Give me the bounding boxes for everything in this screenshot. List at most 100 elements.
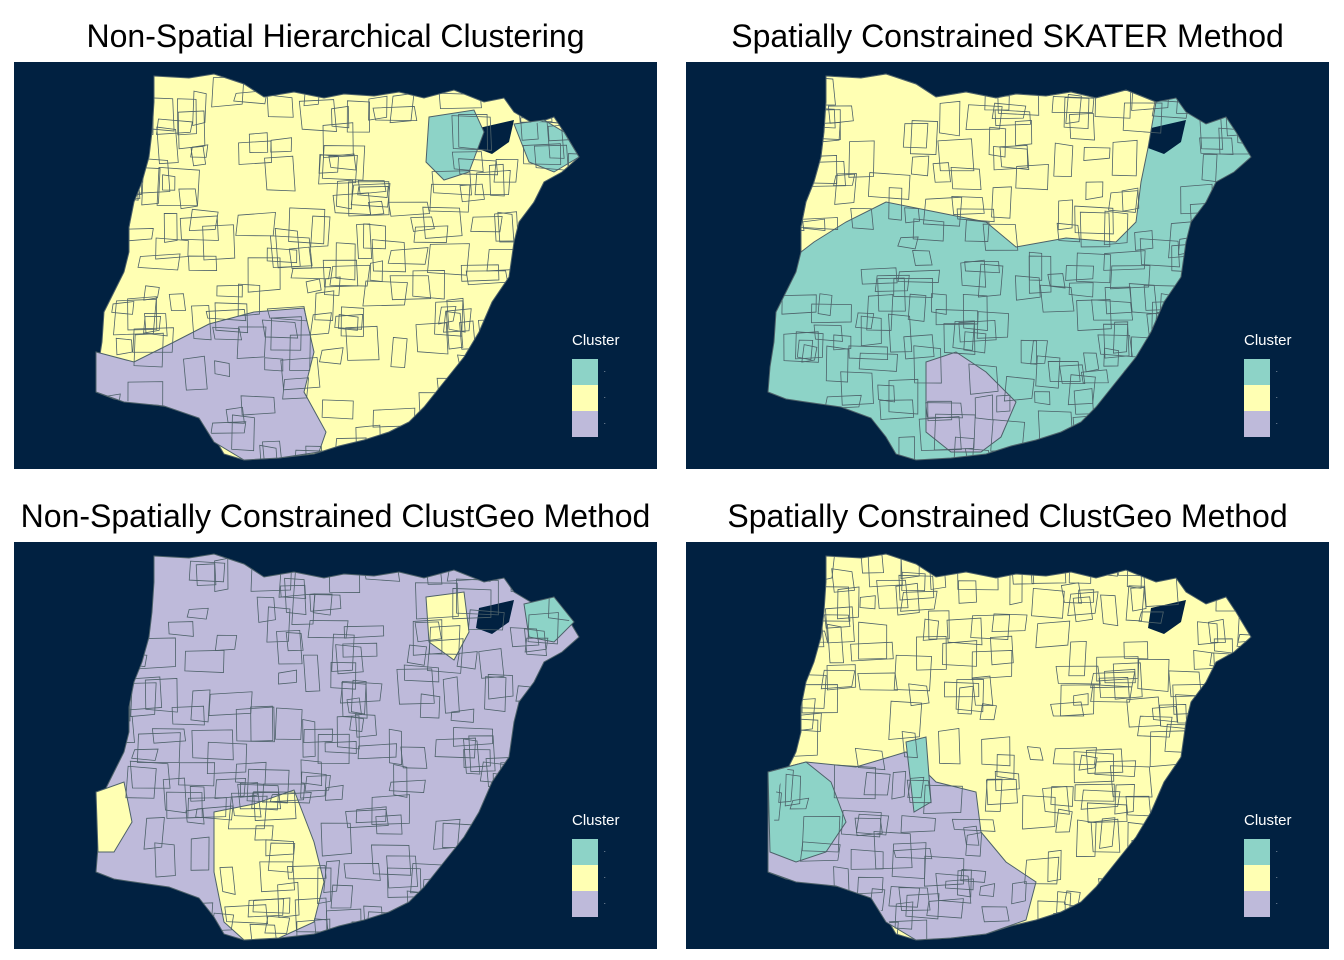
lga-boundary xyxy=(503,461,535,469)
lga-boundary xyxy=(274,707,303,740)
lga-boundary xyxy=(199,442,218,460)
lga-boundary xyxy=(264,915,291,934)
lga-boundary xyxy=(429,183,471,213)
lga-boundary xyxy=(877,384,895,403)
legend-label-1: . xyxy=(1276,368,1278,374)
lga-boundary xyxy=(237,283,261,317)
lga-boundary xyxy=(901,731,918,759)
lga-boundary xyxy=(1073,751,1115,784)
lga-boundary xyxy=(522,224,562,246)
lga-boundary xyxy=(575,933,579,940)
lga-boundary xyxy=(860,315,882,347)
lga-boundary xyxy=(1047,273,1066,289)
legend-swatch-2: . xyxy=(572,865,606,891)
lga-boundary xyxy=(991,186,1012,219)
lga-boundary xyxy=(840,371,874,406)
lga-boundary xyxy=(348,921,386,939)
lga-boundary xyxy=(332,938,351,940)
lga-boundary xyxy=(523,902,559,930)
lga-boundary xyxy=(923,784,963,815)
lga-boundary xyxy=(497,211,515,243)
legend-title: Cluster xyxy=(572,812,620,829)
lga-boundary xyxy=(309,312,332,336)
lga-boundary xyxy=(171,705,205,726)
lga-boundary xyxy=(1065,93,1082,124)
lga-boundary xyxy=(1159,457,1175,460)
lga-boundary xyxy=(1134,230,1154,251)
lga-boundary xyxy=(991,935,1017,940)
legend-label-1: . xyxy=(604,848,606,854)
lga-boundary xyxy=(962,293,988,331)
lga-boundary xyxy=(1169,451,1213,460)
legend-swatch-3: . xyxy=(1244,891,1278,917)
lga-boundary xyxy=(388,728,403,766)
lga-boundary xyxy=(331,105,350,129)
lga-boundary xyxy=(946,617,983,646)
lga-boundary xyxy=(254,825,274,841)
lga-boundary xyxy=(1202,91,1243,118)
lga-boundary xyxy=(898,574,935,601)
legend-swatch-1: . xyxy=(572,839,606,865)
lga-boundary xyxy=(539,250,579,267)
lga-boundary xyxy=(824,614,851,629)
lga-boundary xyxy=(1076,299,1112,331)
lga-boundary xyxy=(895,582,920,616)
lga-boundary xyxy=(477,554,492,582)
lga-boundary xyxy=(420,407,445,433)
lga-boundary xyxy=(188,560,226,583)
lga-boundary xyxy=(854,747,886,771)
lga-boundary xyxy=(141,167,161,206)
lga-boundary xyxy=(1175,793,1200,824)
lga-boundary xyxy=(784,773,802,807)
lga-boundary xyxy=(341,681,368,719)
lga-boundary xyxy=(801,816,841,853)
lga-boundary xyxy=(216,284,243,298)
lga-boundary xyxy=(208,691,253,716)
lga-boundary xyxy=(456,906,483,926)
lga-boundary xyxy=(820,669,856,690)
lga-boundary xyxy=(826,623,844,664)
panel-title: Non-Spatially Constrained ClustGeo Metho… xyxy=(20,498,651,534)
lga-boundary xyxy=(340,306,365,337)
lga-boundary xyxy=(195,563,217,586)
lga-boundary xyxy=(1109,765,1153,798)
lga-boundary xyxy=(1113,445,1154,460)
lga-boundary xyxy=(329,928,350,940)
lga-boundary xyxy=(1224,729,1251,765)
lga-boundary xyxy=(908,683,930,707)
lga-boundary xyxy=(1091,299,1134,321)
lga-boundary xyxy=(331,633,355,672)
lga-boundary xyxy=(224,904,269,924)
lga-boundary xyxy=(1051,96,1095,113)
lga-boundary xyxy=(994,770,1020,792)
lga-boundary xyxy=(303,728,334,744)
lga-boundary xyxy=(1243,257,1251,289)
lga-boundary xyxy=(970,614,1011,640)
lake-chad xyxy=(476,600,514,634)
lga-boundary xyxy=(950,166,982,191)
lga-boundary xyxy=(456,651,478,670)
lga-boundary xyxy=(144,678,178,713)
lga-boundary xyxy=(539,701,579,718)
lga-boundary xyxy=(1199,137,1234,156)
lga-boundary xyxy=(496,827,513,855)
lga-boundary xyxy=(960,868,987,883)
lga-boundary xyxy=(855,312,875,330)
lga-boundary xyxy=(357,179,387,195)
lga-boundary xyxy=(958,319,997,343)
lga-boundary xyxy=(789,797,810,810)
lga-boundary xyxy=(963,331,987,354)
lga-boundary xyxy=(1100,594,1119,627)
lga-boundary xyxy=(1167,383,1210,420)
lga-boundary xyxy=(238,140,272,165)
lga-boundary xyxy=(338,314,359,331)
lga-boundary xyxy=(964,261,1000,274)
lga-boundary xyxy=(850,641,894,662)
lga-boundary xyxy=(1218,343,1236,371)
lga-boundary xyxy=(1072,596,1093,623)
lga-boundary xyxy=(261,319,299,339)
lga-boundary xyxy=(1004,554,1032,566)
lga-boundary xyxy=(567,172,579,185)
lga-boundary xyxy=(112,171,139,201)
lga-boundary xyxy=(859,595,876,610)
